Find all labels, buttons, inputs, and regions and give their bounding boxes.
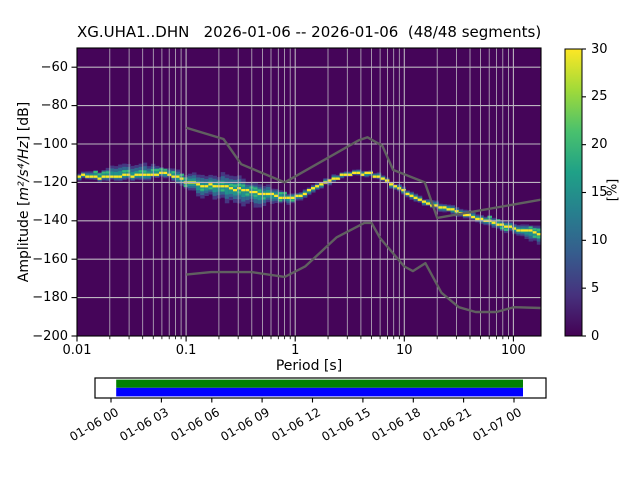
x-tick-label: 0.01	[62, 343, 92, 358]
x-tick-label: 10	[396, 343, 413, 358]
colorbar-tick-label: 10	[591, 232, 608, 248]
colorbar-tick-label: 0	[591, 328, 600, 344]
colorbar-tick-label: 20	[591, 137, 608, 153]
coverage-bar-psd	[116, 387, 523, 397]
y-tick-label: −200	[32, 328, 68, 344]
x-axis-label: Period [s]	[275, 358, 343, 374]
plot-title: XG.UHA1..DHN 2026-01-06 -- 2026-01-06 (4…	[77, 23, 542, 41]
y-tick-label: −140	[32, 213, 68, 229]
y-tick-label: −80	[40, 98, 68, 114]
x-tick-label: 0.1	[175, 343, 197, 358]
y-tick-label: −100	[32, 136, 68, 152]
nhnm-line	[185, 126, 541, 220]
colorbar-tick-label: 15	[591, 185, 608, 200]
y-tick-label: −160	[32, 251, 68, 267]
y-tick-label: −60	[40, 59, 68, 75]
colorbar-tick-label: 5	[591, 280, 600, 296]
colorbar-tick-label: 30	[591, 41, 608, 57]
nlnm-line	[185, 221, 541, 314]
y-tick-label: −120	[32, 174, 68, 190]
x-tick-label: 1	[291, 343, 300, 358]
colorbar	[564, 48, 583, 337]
coverage-bar-data	[116, 379, 523, 388]
colorbar-tick-label: 25	[591, 89, 608, 105]
x-tick-label: 100	[500, 343, 526, 358]
y-tick-label: −180	[32, 290, 68, 306]
